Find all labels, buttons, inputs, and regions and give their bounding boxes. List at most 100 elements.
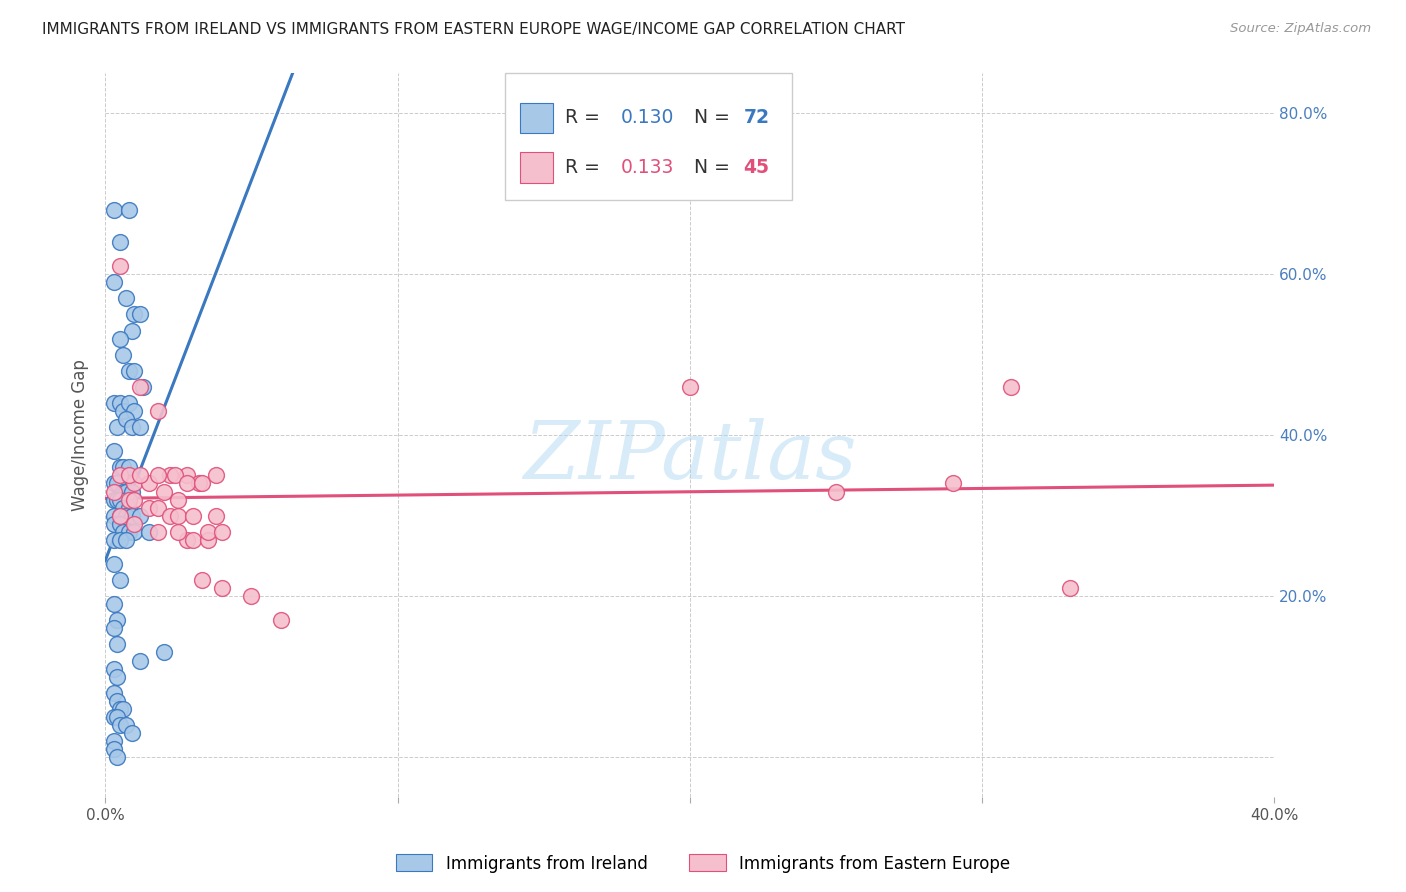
Point — [114, 484, 136, 499]
Point — [159, 508, 181, 523]
Point — [105, 420, 128, 434]
Point — [176, 476, 198, 491]
Point — [105, 670, 128, 684]
Point — [105, 492, 128, 507]
Text: 0.133: 0.133 — [621, 158, 675, 177]
Point — [121, 324, 143, 338]
Text: 0.130: 0.130 — [621, 109, 675, 128]
Point — [129, 468, 152, 483]
Point — [103, 476, 125, 491]
Point — [167, 524, 190, 539]
Point — [105, 613, 128, 627]
Point — [111, 348, 134, 362]
Point — [103, 492, 125, 507]
Point — [129, 654, 152, 668]
Bar — [520, 103, 553, 133]
Point — [146, 468, 169, 483]
Text: R =: R = — [565, 109, 606, 128]
Point — [124, 476, 146, 491]
Point — [111, 500, 134, 515]
Point — [679, 380, 702, 394]
Point — [108, 508, 131, 523]
Bar — [520, 153, 553, 183]
Text: N =: N = — [682, 109, 735, 128]
Point — [111, 524, 134, 539]
Point — [114, 508, 136, 523]
Point — [108, 573, 131, 587]
Point — [240, 589, 263, 603]
Point — [103, 662, 125, 676]
Point — [211, 581, 233, 595]
Point — [114, 533, 136, 547]
Point — [108, 533, 131, 547]
Point — [181, 533, 204, 547]
Point — [105, 476, 128, 491]
Point — [190, 476, 212, 491]
Point — [108, 516, 131, 531]
Point — [121, 726, 143, 740]
Legend: Immigrants from Ireland, Immigrants from Eastern Europe: Immigrants from Ireland, Immigrants from… — [389, 847, 1017, 880]
Point — [103, 742, 125, 756]
Point — [132, 380, 155, 394]
Point — [103, 444, 125, 458]
Point — [197, 533, 219, 547]
Point — [103, 557, 125, 571]
Point — [103, 533, 125, 547]
Point — [105, 637, 128, 651]
Point — [146, 500, 169, 515]
Point — [167, 492, 190, 507]
Point — [138, 524, 160, 539]
Point — [942, 476, 965, 491]
Text: ZIPatlas: ZIPatlas — [523, 418, 856, 496]
Text: R =: R = — [565, 158, 606, 177]
Point — [124, 404, 146, 418]
Point — [111, 484, 134, 499]
Point — [103, 686, 125, 700]
Point — [124, 524, 146, 539]
Text: IMMIGRANTS FROM IRELAND VS IMMIGRANTS FROM EASTERN EUROPE WAGE/INCOME GAP CORREL: IMMIGRANTS FROM IRELAND VS IMMIGRANTS FR… — [42, 22, 905, 37]
Point — [124, 516, 146, 531]
Point — [117, 500, 139, 515]
Point — [167, 508, 190, 523]
Y-axis label: Wage/Income Gap: Wage/Income Gap — [72, 359, 89, 511]
Point — [103, 202, 125, 217]
Point — [108, 718, 131, 732]
Point — [105, 750, 128, 764]
Point — [176, 533, 198, 547]
Point — [103, 621, 125, 635]
Point — [152, 645, 174, 659]
Point — [205, 468, 228, 483]
Point — [190, 573, 212, 587]
Point — [181, 508, 204, 523]
Point — [129, 308, 152, 322]
Point — [165, 468, 187, 483]
Point — [138, 476, 160, 491]
Point — [103, 710, 125, 724]
Point — [187, 476, 209, 491]
Point — [159, 468, 181, 483]
Point — [117, 524, 139, 539]
Point — [146, 404, 169, 418]
Point — [103, 734, 125, 748]
Point — [146, 524, 169, 539]
Point — [117, 460, 139, 475]
Text: N =: N = — [682, 158, 735, 177]
Point — [211, 524, 233, 539]
Point — [117, 492, 139, 507]
Point — [114, 412, 136, 426]
Point — [129, 420, 152, 434]
Point — [138, 500, 160, 515]
Text: 45: 45 — [744, 158, 769, 177]
Point — [108, 508, 131, 523]
Text: Source: ZipAtlas.com: Source: ZipAtlas.com — [1230, 22, 1371, 36]
Point — [108, 396, 131, 410]
Point — [108, 460, 131, 475]
Point — [103, 396, 125, 410]
Point — [121, 484, 143, 499]
Point — [103, 508, 125, 523]
Point — [205, 508, 228, 523]
Point — [103, 484, 125, 499]
Point — [121, 508, 143, 523]
FancyBboxPatch shape — [505, 73, 792, 200]
Point — [108, 235, 131, 249]
